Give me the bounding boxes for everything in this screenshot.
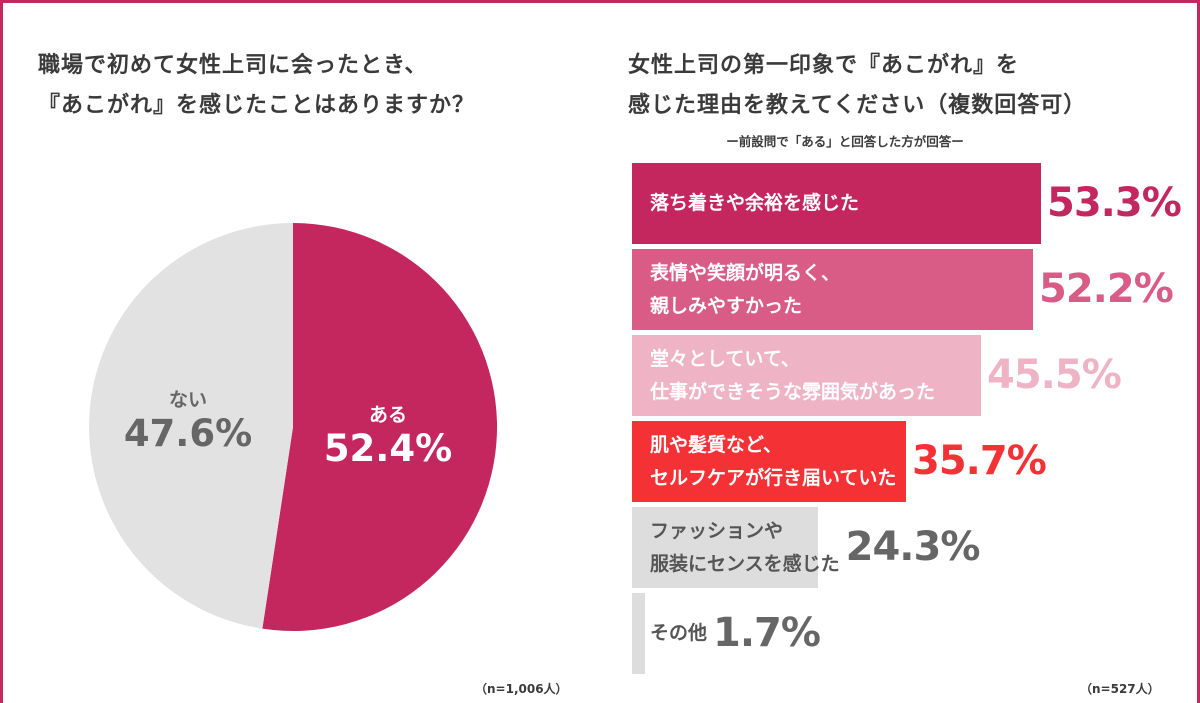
bar [632, 249, 1033, 330]
pie-sample-size: （n=1,006人） [475, 682, 568, 696]
pie-value-yes: 52.4% [323, 427, 453, 470]
bar-chart-title: 女性上司の第一印象で『あこがれ』を 感じた理由を教えてください（複数回答可） [628, 46, 1188, 126]
bar-value-label: 24.3% [845, 523, 981, 570]
bar-label-line: 肌や髪質など、 [650, 433, 783, 456]
bar-label: 肌や髪質など、セルフケアが行き届いていた [650, 429, 896, 495]
pie-slice-no [89, 223, 293, 629]
bar-label-line: ファッションや [650, 519, 784, 542]
bar [632, 335, 981, 416]
bar-label: 表情や笑顔が明るく、 親しみやすかった [650, 257, 840, 323]
bar-label-line: 仕事ができそうな雰囲気があった [650, 380, 936, 403]
bar-title-line-1: 女性上司の第一印象で『あこがれ』を [628, 53, 1020, 78]
bar-label-line: 服装にセンスを感じた [650, 552, 840, 575]
bar-title-line-2: 感じた理由を教えてください（複数回答可） [628, 93, 1087, 118]
bar-label-line: セルフケアが行き届いていた [650, 466, 897, 489]
bar-value-label: 52.2% [1039, 265, 1174, 312]
bar-label: その他 [650, 617, 707, 650]
pie-category-yes: ある [368, 404, 407, 426]
bar-label-line: 落ち着きや余裕を感じた [650, 192, 860, 214]
bar-value-label: 45.5% [987, 351, 1122, 398]
pie-label-yes: ある 52.4% [308, 400, 468, 470]
pie-title-line-2: 『あこがれ』を感じたことはありますか？ [38, 93, 476, 118]
bar [632, 593, 645, 674]
bar [632, 163, 1041, 244]
bar-label: ファッションや服装にセンスを感じた [650, 515, 840, 581]
bar-label-line: 親しみやすかった [650, 294, 803, 317]
pie-value-no: 47.6% [123, 412, 253, 455]
bar-value-label: 1.7% [713, 609, 821, 656]
bar-sample-size: （n=527人） [1080, 682, 1160, 696]
pie-category-no: ない [168, 389, 207, 411]
bar-label-line: その他 [650, 622, 708, 644]
pie-slice-yes [262, 223, 498, 631]
bar [632, 507, 818, 588]
bar [632, 421, 906, 502]
bar-label-line: 堂々としていて、 [650, 347, 800, 370]
pie-label-no: ない 47.6% [108, 385, 268, 455]
bar-label-line: 表情や笑顔が明るく、 [650, 261, 841, 284]
bar-value-label: 53.3% [1047, 179, 1182, 226]
bar-value-label: 35.7% [912, 437, 1047, 484]
bar-label: 落ち着きや余裕を感じた [650, 187, 859, 220]
bar-label: 堂々としていて、仕事ができそうな雰囲気があった [650, 343, 935, 409]
pie-title-line-1: 職場で初めて女性上司に会ったとき、 [38, 53, 428, 78]
pie-chart [89, 223, 498, 631]
pie-chart-title: 職場で初めて女性上司に会ったとき、 『あこがれ』を感じたことはありますか？ [38, 46, 578, 126]
bar-chart-subtitle: ー前設問で「ある」と回答した方が回答ー [726, 134, 964, 149]
